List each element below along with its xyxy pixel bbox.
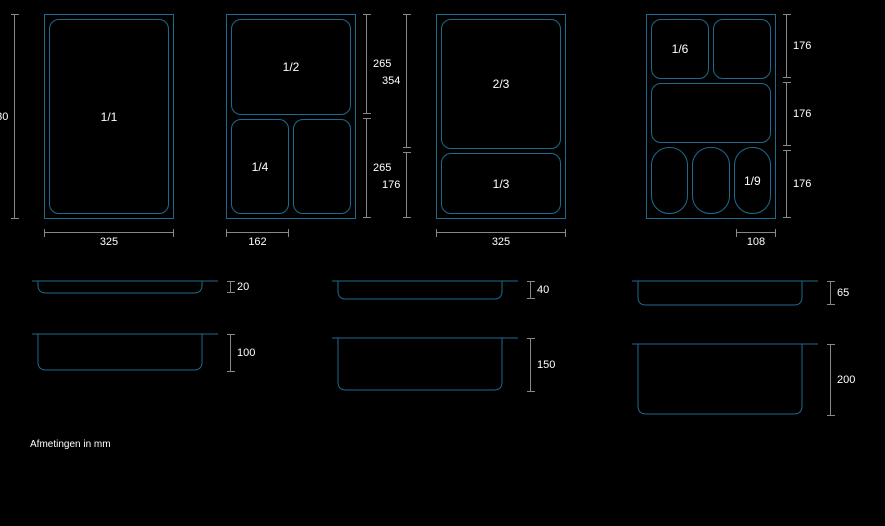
pan-1-1: 1/1	[49, 19, 169, 214]
dim-label: 200	[837, 374, 855, 386]
dim-v-20: 20	[230, 281, 249, 293]
pan-1-3: 1/3	[441, 153, 561, 214]
group-1-2-1-4: 1/2 1/4 265 265 162	[226, 14, 356, 219]
dim-label: 176	[793, 108, 811, 120]
dim-h-162: 162	[226, 232, 289, 248]
footnote: Afmetingen in mm	[30, 439, 855, 450]
dim-label: 176	[793, 40, 811, 52]
dim-v-40: 40	[530, 281, 549, 299]
pan-1-6: 1/6	[651, 19, 709, 79]
profile-svg	[630, 342, 820, 418]
frame: 1/1	[44, 14, 174, 219]
dim-v-265b: 265	[366, 118, 391, 218]
dim-label: 162	[248, 236, 266, 248]
dim-h-108: 108	[736, 232, 776, 248]
group-2-3-1-3: 2/3 1/3 354 176 325	[436, 14, 566, 219]
frame: 2/3 1/3	[436, 14, 566, 219]
dim-label: 265	[373, 162, 391, 174]
pan-label: 1/6	[672, 42, 689, 56]
pan-1-9-a	[651, 147, 688, 214]
top-view-row: 1/1 530 325 1/2 1/4 265	[30, 14, 855, 219]
dim-v-354: 354	[406, 14, 407, 148]
dim-v-176: 176	[406, 152, 407, 218]
profile-40: 40	[330, 279, 520, 306]
dim-label: 325	[100, 236, 118, 248]
pan-label: 1/2	[283, 60, 300, 74]
pan-1-4-b	[293, 119, 351, 214]
dim-h-325: 325	[436, 232, 566, 248]
dim-label: 530	[0, 111, 8, 123]
profile-65: 65	[630, 279, 820, 312]
dim-label: 354	[382, 75, 400, 87]
dim-v-530: 530	[14, 14, 15, 219]
pan-mid	[651, 83, 771, 143]
dim-label: 325	[492, 236, 510, 248]
pan-1-9-b	[692, 147, 729, 214]
pan-label: 1/1	[101, 110, 118, 124]
profile-svg	[630, 279, 820, 307]
profile-100: 100	[30, 332, 220, 379]
dim-v-176c: 176	[786, 150, 811, 218]
pan-2-3: 2/3	[441, 19, 561, 149]
dim-v-150: 150	[530, 338, 555, 392]
profile-col-1: 20 100	[30, 279, 220, 423]
profile-col-2: 40 150	[330, 279, 520, 423]
pan-label: 2/3	[493, 77, 510, 91]
pan-label: 1/9	[744, 174, 761, 188]
dim-label: 100	[237, 347, 255, 359]
pan-1-9: 1/9	[734, 147, 771, 214]
dim-label: 150	[537, 359, 555, 371]
dim-h-325: 325	[44, 232, 174, 248]
dim-label: 108	[747, 236, 765, 248]
group-1-1: 1/1 530 325	[44, 14, 174, 219]
pan-label: 1/3	[493, 177, 510, 191]
frame: 1/2 1/4	[226, 14, 356, 219]
profile-150: 150	[330, 336, 520, 399]
dim-v-265a: 265	[366, 14, 391, 114]
side-view-row: 20 100 40 150	[30, 279, 855, 423]
pan-1-6-b	[713, 19, 771, 79]
profile-svg	[330, 336, 520, 394]
frame: 1/6 1/9	[646, 14, 776, 219]
pan-label: 1/4	[252, 160, 269, 174]
dim-v-200: 200	[830, 344, 855, 416]
pan-1-4: 1/4	[231, 119, 289, 214]
dim-v-176b: 176	[786, 82, 811, 146]
pan-1-2: 1/2	[231, 19, 351, 115]
dim-v-65: 65	[830, 281, 849, 305]
dim-v-176a: 176	[786, 14, 811, 78]
dim-v-100: 100	[230, 334, 255, 372]
profile-200: 200	[630, 342, 820, 423]
profile-svg	[30, 279, 220, 297]
dim-label: 176	[382, 179, 400, 191]
dim-label: 265	[373, 58, 391, 70]
dim-label: 65	[837, 287, 849, 299]
profile-col-3: 65 200	[630, 279, 820, 423]
profile-svg	[330, 279, 520, 301]
profile-20: 20	[30, 279, 220, 302]
dim-label: 40	[537, 284, 549, 296]
dim-label: 20	[237, 281, 249, 293]
profile-svg	[30, 332, 220, 374]
group-1-6-1-9: 1/6 1/9 176 176 176 108	[646, 14, 776, 219]
dim-label: 176	[793, 178, 811, 190]
